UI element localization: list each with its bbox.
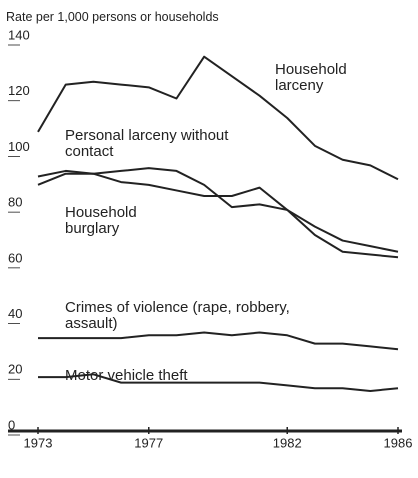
y-tick-label: 80 xyxy=(8,195,22,210)
x-tick-label: 1977 xyxy=(134,435,163,450)
series-label: Personal larceny without contact xyxy=(65,127,229,160)
series-line xyxy=(38,331,399,351)
x-tick-label: 1982 xyxy=(273,435,302,450)
y-tick-label: 20 xyxy=(8,362,22,377)
y-tick-label: 0 xyxy=(8,417,15,432)
y-tick-label: 100 xyxy=(8,139,30,154)
y-tick-label: 120 xyxy=(8,83,30,98)
series-label: Crimes of violence (rape, robbery, assau… xyxy=(65,299,290,332)
y-tick-label: 140 xyxy=(8,27,30,42)
y-tick-label: 40 xyxy=(8,306,22,321)
y-tick-label: 60 xyxy=(8,250,22,265)
x-tick-label: 1986 xyxy=(384,435,413,450)
y-axis-title: Rate per 1,000 persons or households xyxy=(6,10,219,24)
series-label: Motor vehicle theft xyxy=(65,367,188,384)
series-label: Household burglary xyxy=(65,204,137,237)
series-line xyxy=(37,55,399,181)
series-label: Household larceny xyxy=(275,61,347,94)
x-tick-label: 1973 xyxy=(24,435,53,450)
series-line xyxy=(37,172,399,259)
series-line xyxy=(38,373,399,392)
